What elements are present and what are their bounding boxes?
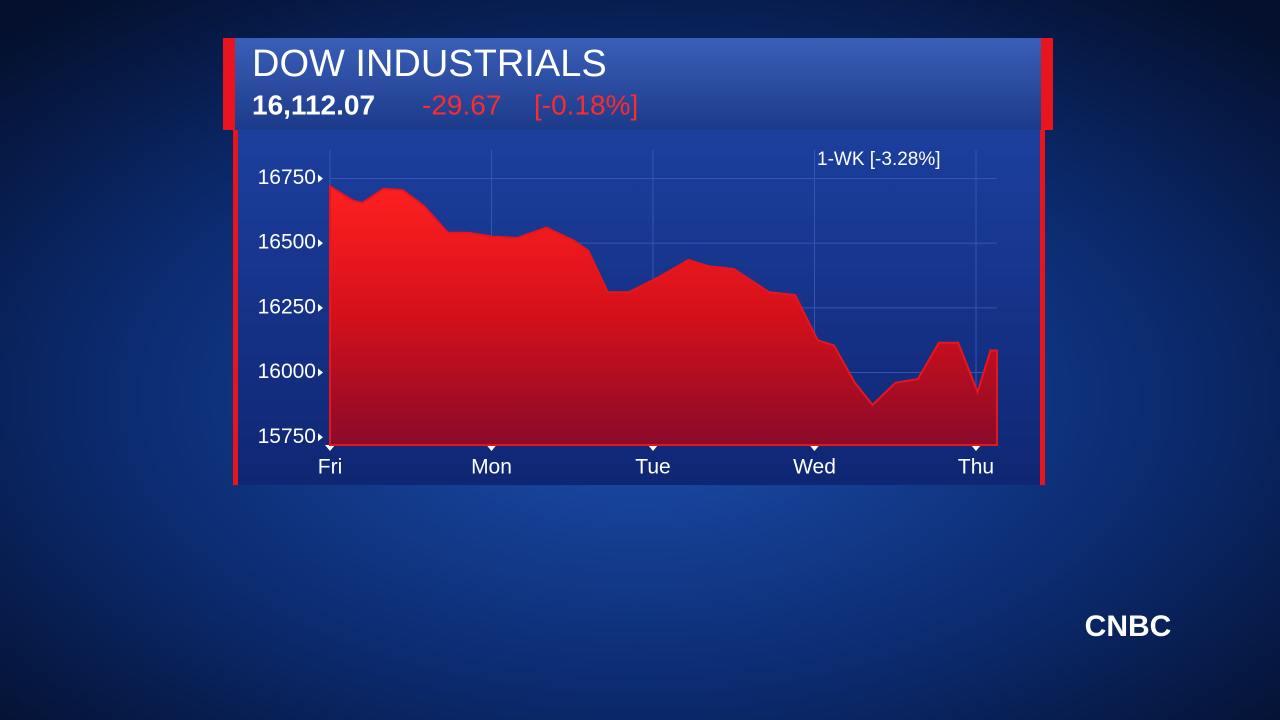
y-tick-mark <box>318 303 323 312</box>
y-tick-label: 16000 <box>258 360 316 383</box>
x-tick-mark <box>809 445 820 451</box>
header-edge <box>223 38 235 130</box>
x-tick-label: Tue <box>635 456 670 479</box>
y-tick-label: 16500 <box>258 231 316 254</box>
y-tick-label: 15750 <box>258 425 316 448</box>
x-tick-mark <box>486 445 497 451</box>
y-tick-mark <box>318 433 323 442</box>
y-tick-mark <box>318 239 323 248</box>
panel-edge <box>233 130 238 485</box>
y-tick-label: 16250 <box>258 295 316 318</box>
panel-edge <box>1040 130 1045 485</box>
header-panel <box>223 38 1053 130</box>
header-edge <box>1041 38 1053 130</box>
y-tick-label: 16750 <box>258 166 316 189</box>
x-tick-mark <box>325 445 335 451</box>
x-tick-mark <box>648 445 659 451</box>
x-tick-mark <box>971 445 982 451</box>
x-tick-label: Thu <box>958 456 994 479</box>
y-tick-mark <box>318 368 323 377</box>
last-value: 16,112.07 <box>252 89 375 120</box>
plot: 15750 16000 16250 16500 16750 Fri Mon Tue Wed Thu <box>258 150 998 479</box>
annotation: 1-WK [-3.28%] <box>817 149 941 170</box>
x-tick-label: Wed <box>793 456 836 479</box>
chart-title: DOW INDUSTRIALS <box>252 43 607 85</box>
y-tick-mark <box>318 174 323 183</box>
network-logo: CNBC <box>1085 610 1172 643</box>
area <box>329 184 998 446</box>
change: -29.67 <box>422 89 501 120</box>
x-tick-label: Fri <box>318 456 343 479</box>
change-percent: [-0.18%] <box>534 89 638 120</box>
x-tick-label: Mon <box>471 456 512 479</box>
